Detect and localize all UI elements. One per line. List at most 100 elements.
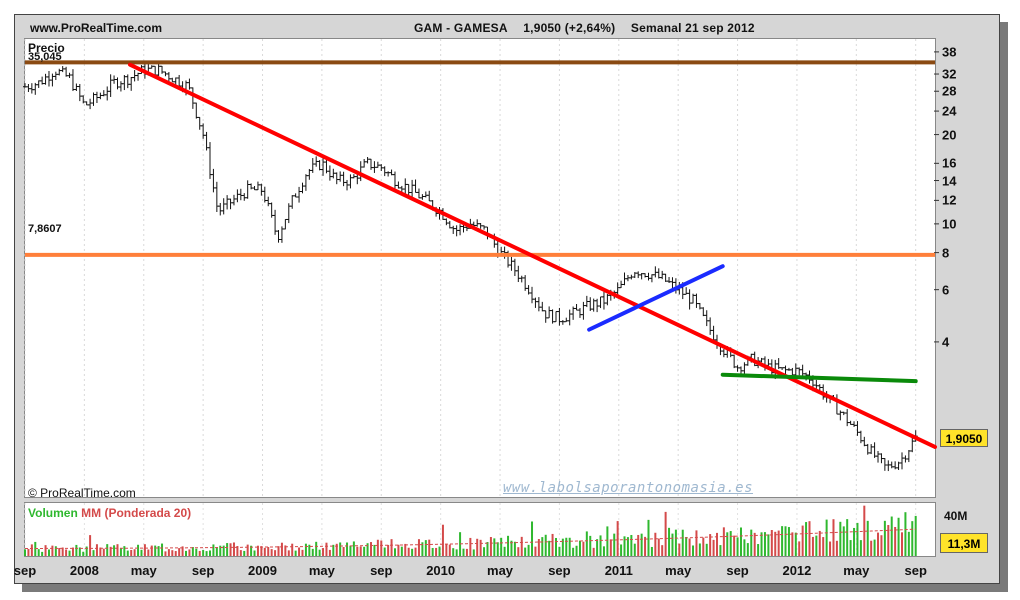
volume-bar: [513, 541, 516, 556]
volume-bar: [71, 547, 74, 556]
volume-bar: [825, 519, 828, 556]
volume-bar: [582, 541, 585, 556]
volume-bar: [280, 542, 283, 556]
volume-bar: [544, 534, 547, 556]
volume-bar: [609, 539, 612, 556]
volume-bar: [113, 545, 116, 556]
volume-bar: [119, 548, 122, 556]
volume-bar: [428, 539, 431, 556]
volume-moving-average: [24, 528, 916, 549]
volume-bar: [274, 550, 277, 556]
volume-bar: [469, 537, 472, 556]
volume-bar: [801, 525, 804, 556]
volume-bar: [561, 538, 564, 556]
volume-bar: [352, 541, 355, 556]
volume-bar: [575, 545, 578, 556]
volume-bar: [592, 547, 595, 556]
price-panel[interactable]: [24, 38, 936, 498]
volume-bar: [54, 546, 57, 556]
volume-bar: [181, 546, 184, 556]
volume-bar: [421, 542, 424, 556]
x-tick-label: 2009: [248, 563, 277, 578]
volume-bar: [356, 546, 359, 556]
volume-bar: [448, 544, 451, 556]
volume-bar: [846, 519, 849, 556]
x-tick-label: sep: [726, 563, 749, 578]
x-tick-label: may: [843, 563, 870, 578]
volume-bar: [359, 546, 362, 556]
volume-bar: [363, 546, 366, 556]
volume-bar: [496, 542, 499, 556]
volume-bar: [236, 546, 239, 556]
volume-bar: [863, 505, 866, 556]
site-name[interactable]: www.ProRealTime.com: [30, 21, 163, 35]
volume-bar: [644, 536, 647, 556]
volume-bar: [784, 526, 787, 556]
volume-bar: [24, 549, 26, 556]
volume-bar: [445, 543, 448, 556]
volume-bar: [407, 547, 410, 556]
volume-bar: [914, 515, 917, 556]
volume-bar: [335, 543, 338, 556]
volume-bar: [736, 537, 739, 556]
support-line: [720, 372, 918, 384]
volume-bar: [188, 549, 191, 556]
volume-bar: [616, 521, 619, 556]
volume-bar: [342, 547, 345, 556]
volume-bar: [623, 536, 626, 556]
volume-bar: [818, 530, 821, 556]
volume-bar: [109, 546, 112, 556]
volume-bar: [541, 537, 544, 556]
x-tick-label: may: [308, 563, 335, 578]
volume-bar: [596, 539, 599, 556]
volume-bar: [729, 531, 732, 556]
volume-bar: [140, 549, 143, 556]
volume-bar: [781, 526, 784, 556]
volume-bar: [455, 549, 458, 556]
volume-bar: [911, 521, 914, 556]
volume-bar: [565, 537, 568, 556]
volume-bar: [503, 546, 506, 556]
volume-bar: [870, 540, 873, 556]
volume-bar: [414, 547, 417, 556]
volume-bar: [907, 531, 910, 556]
volume-bar: [51, 545, 54, 556]
panel-label: Precio: [28, 41, 65, 55]
volume-bar: [479, 539, 482, 556]
volume-bar: [411, 548, 414, 556]
volume-bar: [243, 550, 246, 556]
volume-title-prefix: Volumen: [28, 506, 78, 520]
volume-bar: [322, 548, 325, 556]
volume-bar: [215, 547, 218, 556]
volume-bar: [805, 522, 808, 556]
level-label-high: 35,045: [28, 51, 62, 63]
volume-bar: [82, 551, 85, 556]
y-tick-label: 28: [942, 83, 957, 99]
y-tick-label: 16: [942, 155, 957, 171]
volume-bar: [733, 535, 736, 556]
y-tick-label: 6: [942, 282, 950, 298]
volume-bar: [520, 536, 523, 556]
x-tick-label: sep: [548, 563, 571, 578]
volume-bar: [164, 551, 167, 556]
volume-bar: [750, 529, 753, 556]
volume-bar: [383, 547, 386, 556]
volume-bar: [709, 534, 712, 556]
uptrend-line: [587, 264, 725, 332]
volume-bar: [763, 532, 766, 556]
volume-bar: [304, 543, 307, 556]
volume-bar: [674, 529, 677, 556]
y-tick-label: 4: [942, 334, 950, 350]
volume-bar: [568, 537, 571, 556]
volume-bar: [671, 533, 674, 556]
volume-bar: [174, 551, 177, 556]
volume-bar: [585, 531, 588, 556]
volume-bar: [894, 526, 897, 556]
x-tick-label: may: [487, 563, 514, 578]
volume-bar: [534, 546, 537, 556]
volume-bar: [89, 535, 92, 556]
watermark-link[interactable]: www.labolsaporantonomasia.es: [503, 480, 754, 496]
volume-bar: [424, 540, 427, 556]
volume-bar: [551, 533, 554, 556]
volume-bar: [250, 545, 253, 556]
